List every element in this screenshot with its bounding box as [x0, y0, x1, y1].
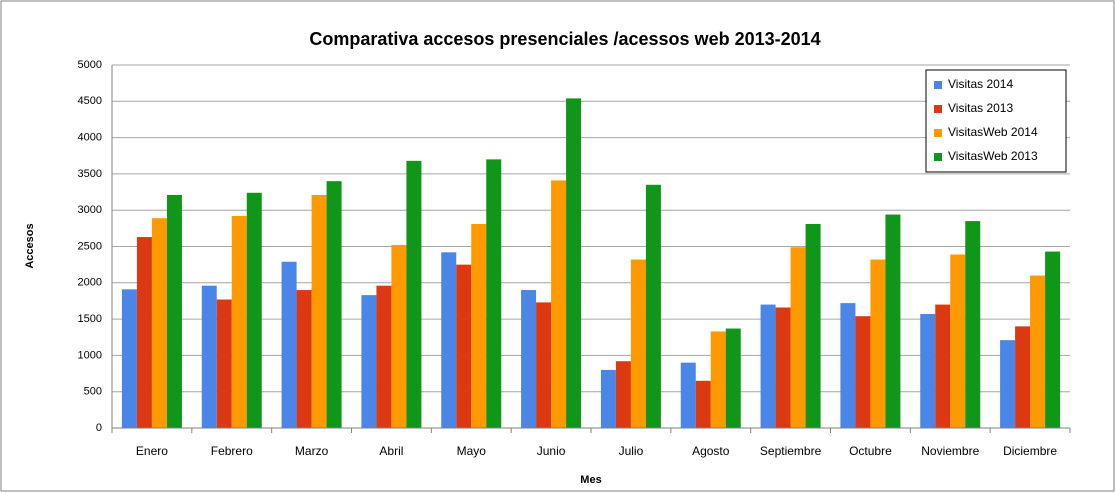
- bar: [760, 304, 776, 428]
- bar: [136, 237, 152, 428]
- bar: [950, 254, 966, 428]
- bar: [406, 160, 422, 428]
- legend-box: [925, 69, 1067, 173]
- bar: [246, 192, 262, 428]
- legend-label: VisitasWeb 2013: [948, 149, 1038, 163]
- x-tick-label: Febrero: [211, 444, 253, 458]
- bar: [1000, 340, 1016, 428]
- x-tick-label: Mayo: [457, 444, 487, 458]
- bar: [695, 380, 711, 428]
- y-tick-label: 2500: [78, 240, 102, 252]
- bar: [855, 316, 871, 428]
- bar: [710, 331, 726, 428]
- bar: [840, 303, 856, 428]
- legend-label: Visitas 2014: [948, 77, 1013, 91]
- y-tick-label: 3500: [78, 168, 102, 180]
- bar: [536, 302, 552, 428]
- bar: [201, 285, 217, 428]
- bar: [1045, 251, 1061, 428]
- x-tick-label: Junio: [537, 444, 566, 458]
- legend-swatch: [934, 153, 942, 161]
- bar: [645, 184, 661, 428]
- bar: [1015, 326, 1031, 428]
- bar: [521, 290, 537, 428]
- bar: [296, 290, 312, 428]
- y-tick-label: 0: [96, 422, 102, 434]
- x-tick-label: Julio: [619, 444, 644, 458]
- bar: [281, 261, 297, 428]
- bar: [361, 295, 377, 428]
- bar: [775, 307, 791, 428]
- x-tick-label: Abril: [379, 444, 403, 458]
- bar: [326, 181, 342, 428]
- y-tick-label: 1000: [78, 349, 102, 361]
- y-axis-label: Accesos: [24, 223, 36, 268]
- x-tick-label: Septiembre: [760, 444, 822, 458]
- legend-label: VisitasWeb 2014: [948, 125, 1038, 139]
- bar: [920, 314, 936, 428]
- bar: [1030, 275, 1046, 428]
- bar: [231, 216, 247, 428]
- bar: [166, 194, 182, 428]
- y-tick-label: 2000: [78, 277, 102, 289]
- y-tick-label: 5000: [78, 59, 102, 71]
- bar: [471, 223, 487, 428]
- x-tick-label: Noviembre: [921, 444, 979, 458]
- legend-label: Visitas 2013: [948, 101, 1013, 115]
- bar: [965, 221, 981, 428]
- bar: [680, 362, 696, 428]
- bar: [151, 218, 167, 428]
- bar: [600, 369, 616, 428]
- y-tick-label: 4500: [78, 95, 102, 107]
- y-tick-label: 3000: [78, 204, 102, 216]
- x-axis-label: Mes: [580, 474, 601, 486]
- bar: [551, 180, 567, 428]
- bar: [935, 304, 951, 428]
- legend-swatch: [934, 81, 942, 89]
- y-tick-label: 1500: [78, 313, 102, 325]
- bar: [790, 247, 806, 428]
- bar: [391, 245, 407, 428]
- bar: [805, 223, 821, 428]
- x-tick-label: Enero: [136, 444, 168, 458]
- bar: [725, 328, 741, 428]
- bar: [870, 259, 886, 428]
- y-tick-label: 4000: [78, 132, 102, 144]
- x-tick-label: Diciembre: [1003, 444, 1057, 458]
- bar: [885, 214, 901, 428]
- legend-swatch: [934, 129, 942, 137]
- x-tick-label: Marzo: [295, 444, 329, 458]
- bar: [630, 259, 646, 428]
- x-tick-label: Agosto: [692, 444, 730, 458]
- bar: [615, 361, 631, 428]
- bar: [486, 159, 502, 428]
- bar: [441, 252, 457, 428]
- chart-title: Comparativa accesos presenciales /acesso…: [309, 29, 820, 49]
- bar: [566, 98, 582, 429]
- y-tick-label: 500: [84, 386, 102, 398]
- legend-swatch: [934, 105, 942, 113]
- bar: [216, 299, 232, 428]
- bar: [311, 194, 327, 428]
- bar: [456, 264, 472, 428]
- bar: [376, 285, 392, 428]
- x-tick-label: Octubre: [849, 444, 892, 458]
- bar: [121, 289, 137, 428]
